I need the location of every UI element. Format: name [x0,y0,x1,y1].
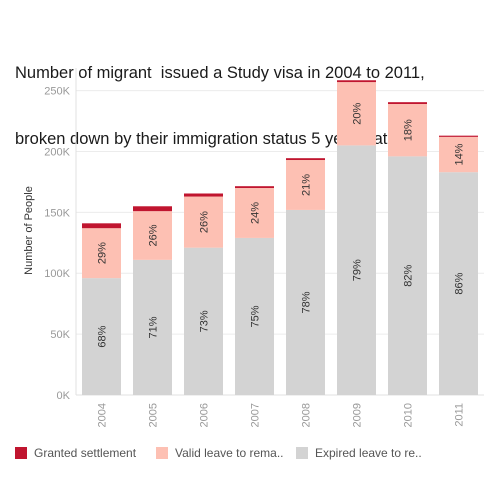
data-label: 21% [301,174,313,196]
legend-label-granted: Granted settlement [34,446,136,460]
stacked-bar-chart: 0K 50K 100K 150K 200K 250K Number of People 68%… [0,0,499,440]
y-tick-label: 150K [44,207,70,219]
x-tick-label: 2011 [454,403,466,427]
data-label: 26% [148,224,160,246]
y-tick-label: 50K [50,329,70,341]
data-label: 20% [352,103,364,125]
y-tick-label: 250K [44,86,70,98]
data-label: 86% [454,272,466,294]
bar-segment [439,136,478,137]
bar-segment [82,223,121,228]
data-label: 78% [301,291,313,313]
data-label: 29% [97,242,109,264]
bar-segment [337,80,376,82]
y-tick-label: 200K [44,146,70,158]
legend-label-valid: Valid leave to rema.. [175,446,284,460]
y-tick-label: 100K [44,268,70,280]
x-tick-label: 2010 [403,403,415,427]
legend-label-expired: Expired leave to re.. [315,446,422,460]
data-label: 75% [250,305,262,327]
data-label: 71% [148,316,160,338]
x-tick-label: 2006 [199,403,211,427]
data-label: 18% [403,119,415,141]
legend-swatch-valid [156,447,168,459]
x-tick-label: 2008 [301,403,313,427]
data-label: 68% [97,325,109,347]
x-tick-label: 2007 [250,403,262,427]
bar-segment [133,206,172,211]
data-label: 79% [352,259,364,281]
data-label: 26% [199,211,211,233]
bar-segment [388,102,427,104]
x-tick-label: 2005 [148,403,160,427]
bar-segment [235,186,274,188]
y-tick-label: 0K [57,390,71,402]
bar-segment [184,193,223,196]
bar-segment [286,158,325,160]
y-axis-label: Number of People [23,186,35,275]
data-label: 24% [250,202,262,224]
x-tick-label: 2004 [97,403,109,427]
data-label: 14% [454,143,466,165]
data-label: 73% [199,310,211,332]
data-label: 82% [403,264,415,286]
x-tick-label: 2009 [352,403,364,427]
legend-swatch-granted [15,447,27,459]
legend-swatch-expired [296,447,308,459]
